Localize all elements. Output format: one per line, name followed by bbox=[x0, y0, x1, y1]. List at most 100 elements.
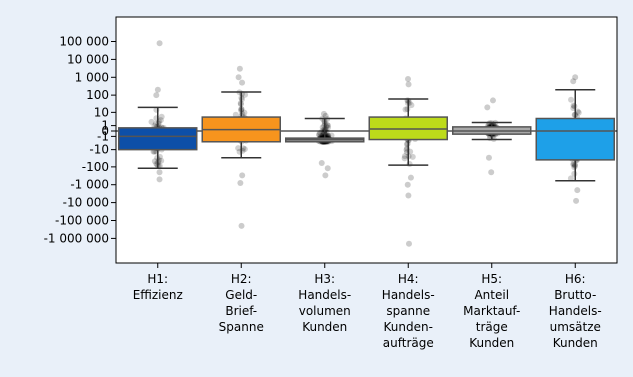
data-point bbox=[153, 115, 160, 122]
outlier-point bbox=[156, 169, 163, 176]
x-category-label: Effizienz bbox=[133, 288, 183, 302]
x-category-label: Brutto- bbox=[554, 288, 596, 302]
data-point bbox=[158, 113, 165, 120]
data-point bbox=[316, 131, 323, 138]
y-tick-label: -1 bbox=[97, 129, 109, 143]
y-tick-label: 10 bbox=[94, 105, 109, 119]
data-point bbox=[328, 132, 335, 139]
x-category-label: Kunden bbox=[553, 336, 598, 350]
x-category-label: Kunden bbox=[302, 320, 347, 334]
y-tick-label: -10 bbox=[89, 143, 109, 157]
data-point bbox=[409, 153, 416, 160]
data-point bbox=[401, 153, 408, 160]
data-point bbox=[317, 129, 324, 136]
outlier-point bbox=[320, 110, 327, 117]
outlier-point bbox=[154, 86, 161, 93]
plot-area bbox=[115, 16, 618, 264]
x-category-label: H5: bbox=[481, 272, 502, 286]
outlier-point bbox=[404, 181, 411, 188]
x-category-label: H1: bbox=[147, 272, 168, 286]
outlier-point bbox=[318, 159, 325, 166]
box bbox=[118, 127, 198, 151]
outlier-point bbox=[239, 172, 246, 179]
data-point bbox=[232, 111, 239, 118]
data-point bbox=[406, 160, 413, 167]
y-tick-label: 100 000 bbox=[59, 34, 109, 48]
x-category-label: H2: bbox=[231, 272, 252, 286]
y-tick-label: -100 bbox=[82, 160, 109, 174]
y-tick-label: -1 000 000 bbox=[44, 231, 109, 245]
data-point bbox=[404, 106, 411, 113]
data-point bbox=[324, 122, 331, 129]
data-point bbox=[325, 132, 332, 139]
outlier-point bbox=[574, 187, 581, 194]
outlier-point bbox=[485, 154, 492, 161]
data-point bbox=[239, 111, 246, 118]
data-point bbox=[574, 108, 581, 115]
data-point bbox=[324, 122, 331, 129]
data-point bbox=[241, 146, 248, 153]
outlier-point bbox=[405, 76, 412, 83]
data-point bbox=[316, 132, 323, 139]
x-category-label: Anteil bbox=[474, 288, 509, 302]
data-point bbox=[571, 103, 578, 110]
outlier-point bbox=[405, 81, 412, 88]
x-category-label: spanne bbox=[386, 304, 430, 318]
data-point bbox=[401, 155, 408, 162]
y-tick-label: -100 000 bbox=[55, 214, 109, 228]
outlier-point bbox=[156, 40, 163, 47]
outlier-point bbox=[237, 179, 244, 186]
x-category-label: träge bbox=[476, 320, 508, 334]
y-tick-label: 0 bbox=[101, 124, 109, 138]
outlier-point bbox=[488, 169, 495, 176]
outlier-point bbox=[572, 74, 579, 81]
data-point bbox=[242, 91, 249, 98]
y-tick-label: 1 000 bbox=[75, 70, 109, 84]
data-point bbox=[403, 141, 410, 148]
x-category-label: Handels- bbox=[549, 304, 602, 318]
x-category-label: H3: bbox=[314, 272, 335, 286]
box bbox=[535, 117, 615, 161]
data-point bbox=[568, 96, 575, 103]
outlier-point bbox=[238, 222, 245, 229]
outlier-point bbox=[156, 176, 163, 183]
x-category-label: Brief- bbox=[225, 304, 257, 318]
outlier-point bbox=[570, 78, 577, 85]
data-point bbox=[575, 109, 582, 116]
data-point bbox=[151, 158, 158, 165]
x-category-label: H6: bbox=[565, 272, 586, 286]
x-category-label: volumen bbox=[299, 304, 351, 318]
y-tick-label: -1 000 bbox=[70, 178, 109, 192]
data-point bbox=[571, 170, 578, 177]
x-category-label: Spanne bbox=[219, 320, 264, 334]
data-point bbox=[324, 124, 331, 131]
x-category-label: Geld- bbox=[225, 288, 257, 302]
outlier-point bbox=[484, 104, 491, 111]
y-tick-label: 100 bbox=[86, 88, 109, 102]
data-point bbox=[241, 109, 248, 116]
outlier-point bbox=[235, 74, 242, 81]
data-point bbox=[325, 132, 332, 139]
data-point bbox=[235, 145, 242, 152]
outlier-point bbox=[153, 92, 160, 99]
x-category-label: aufträge bbox=[383, 336, 434, 350]
data-point bbox=[567, 175, 574, 182]
outlier-point bbox=[322, 172, 329, 179]
data-point bbox=[158, 157, 165, 164]
data-point bbox=[148, 118, 155, 125]
x-category-label: Kunden bbox=[469, 336, 514, 350]
outlier-point bbox=[407, 174, 414, 181]
outlier-point bbox=[236, 65, 243, 72]
y-tick-label: -10 000 bbox=[63, 196, 109, 210]
x-category-label: Kunden- bbox=[384, 320, 433, 334]
x-category-label: Marktauf- bbox=[463, 304, 520, 318]
data-point bbox=[402, 106, 409, 113]
outlier-point bbox=[324, 165, 331, 172]
x-category-label: H4: bbox=[398, 272, 419, 286]
x-category-label: Handels- bbox=[382, 288, 435, 302]
outlier-point bbox=[405, 240, 412, 247]
data-point bbox=[408, 102, 415, 109]
outlier-point bbox=[489, 97, 496, 104]
